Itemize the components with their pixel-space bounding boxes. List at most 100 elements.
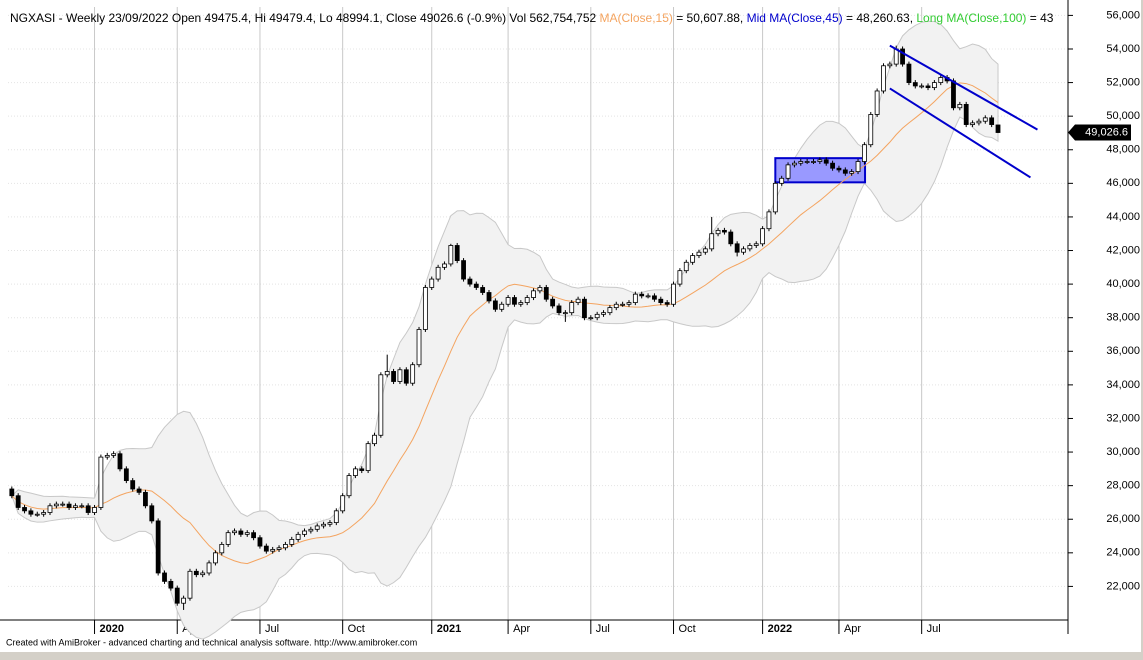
- candle-body: [931, 82, 937, 89]
- y-tick-label: 46,000: [1106, 177, 1140, 189]
- candle-body: [963, 104, 969, 125]
- candle-body: [9, 488, 15, 497]
- candle-body: [321, 523, 326, 527]
- candle-body: [531, 290, 536, 298]
- candle-body: [410, 364, 416, 384]
- candle-body: [187, 570, 193, 599]
- candle-body: [830, 162, 835, 169]
- candle-body: [925, 85, 931, 89]
- candle-body: [849, 171, 855, 174]
- x-tick-label: Jul: [596, 623, 610, 635]
- x-tick-label: Jul: [265, 623, 279, 635]
- candle-body: [181, 597, 187, 604]
- candle-body: [601, 312, 606, 315]
- candle-body: [403, 369, 409, 384]
- frame-right: [1141, 0, 1143, 660]
- candle-body: [804, 161, 810, 163]
- candle-body: [562, 312, 568, 315]
- x-tick-label: Apr: [844, 623, 861, 635]
- candle-body: [709, 233, 715, 250]
- candle-body: [792, 162, 797, 166]
- candle-body: [136, 488, 142, 493]
- candle-body: [200, 572, 206, 576]
- candle-body: [111, 453, 117, 456]
- candle-body: [283, 544, 288, 549]
- candle-body: [448, 245, 454, 265]
- candle-body: [982, 117, 988, 122]
- y-tick-label: 36,000: [1106, 345, 1140, 357]
- candle-body: [416, 329, 422, 366]
- candle-body: [168, 580, 174, 589]
- y-tick-label: 38,000: [1106, 312, 1140, 324]
- candle-body: [174, 587, 180, 604]
- candle-body: [874, 90, 880, 115]
- candle-body: [270, 549, 276, 552]
- candle-body: [741, 248, 746, 253]
- candle-body: [238, 530, 244, 535]
- candle-body: [919, 85, 925, 88]
- x-tick-label: Oct: [679, 623, 696, 635]
- candle-body: [244, 532, 250, 535]
- candle-body: [422, 287, 428, 330]
- chart-header: NGXASI - Weekly 23/09/2022 Open 49475.4,…: [10, 10, 1065, 26]
- candle-body: [372, 434, 377, 445]
- y-tick-label: 50,000: [1106, 110, 1140, 122]
- candle-body: [715, 229, 721, 235]
- candle-body: [823, 159, 829, 164]
- footer: Created with AmiBroker - advanced charti…: [6, 637, 417, 647]
- y-tick-label: 44,000: [1106, 211, 1140, 223]
- candle-body: [620, 303, 626, 306]
- candle-body: [117, 453, 123, 470]
- candle-body: [15, 495, 21, 508]
- candle-body: [492, 300, 498, 310]
- header-part: = 48,260.63,: [842, 11, 917, 25]
- candle-body: [906, 63, 912, 83]
- candle-body: [772, 182, 778, 213]
- candle-body: [327, 522, 333, 525]
- candle-body: [626, 302, 632, 305]
- candle-body: [861, 144, 867, 162]
- candle-body: [130, 480, 136, 490]
- last-price-marker: [1068, 124, 1131, 141]
- candle-body: [53, 503, 59, 507]
- candle-body: [480, 287, 486, 293]
- candle-body: [123, 468, 129, 482]
- candle-body: [505, 297, 511, 305]
- candle-body: [632, 293, 638, 303]
- candle-body: [263, 545, 269, 552]
- candle-body: [435, 266, 441, 280]
- candle-body: [747, 245, 753, 250]
- candle-body: [79, 505, 85, 508]
- candle-body: [359, 468, 365, 471]
- candle-body: [308, 528, 314, 532]
- candle-body: [658, 298, 664, 303]
- candle-body: [73, 505, 78, 508]
- header-part: Mid MA(Close,45): [746, 11, 843, 25]
- candle-body: [938, 77, 944, 83]
- candle-body: [162, 572, 167, 582]
- candle-body: [970, 122, 975, 125]
- x-tick-label: Oct: [348, 623, 365, 635]
- candle-body: [951, 80, 956, 109]
- candle-body: [384, 371, 390, 376]
- candle-body: [378, 374, 384, 436]
- x-tick-label: Apr: [513, 623, 530, 635]
- y-tick-label: 48,000: [1106, 144, 1140, 156]
- candle-body: [798, 161, 804, 164]
- candle-body: [664, 302, 670, 305]
- candle-body: [60, 503, 66, 506]
- candle-body: [232, 530, 237, 534]
- candle-body: [683, 261, 689, 272]
- header-part: NGXASI - Weekly 23/09/2022 Open 49475.4,…: [10, 11, 600, 25]
- candle-body: [391, 371, 396, 382]
- y-tick-label: 40,000: [1106, 278, 1140, 290]
- candle-body: [722, 229, 727, 233]
- candle-body: [155, 520, 161, 574]
- candle-body: [499, 303, 505, 310]
- candle-body: [454, 245, 460, 261]
- y-tick-label: 42,000: [1106, 244, 1140, 256]
- x-tick-label: 2021: [437, 623, 461, 635]
- candle-body: [98, 456, 104, 508]
